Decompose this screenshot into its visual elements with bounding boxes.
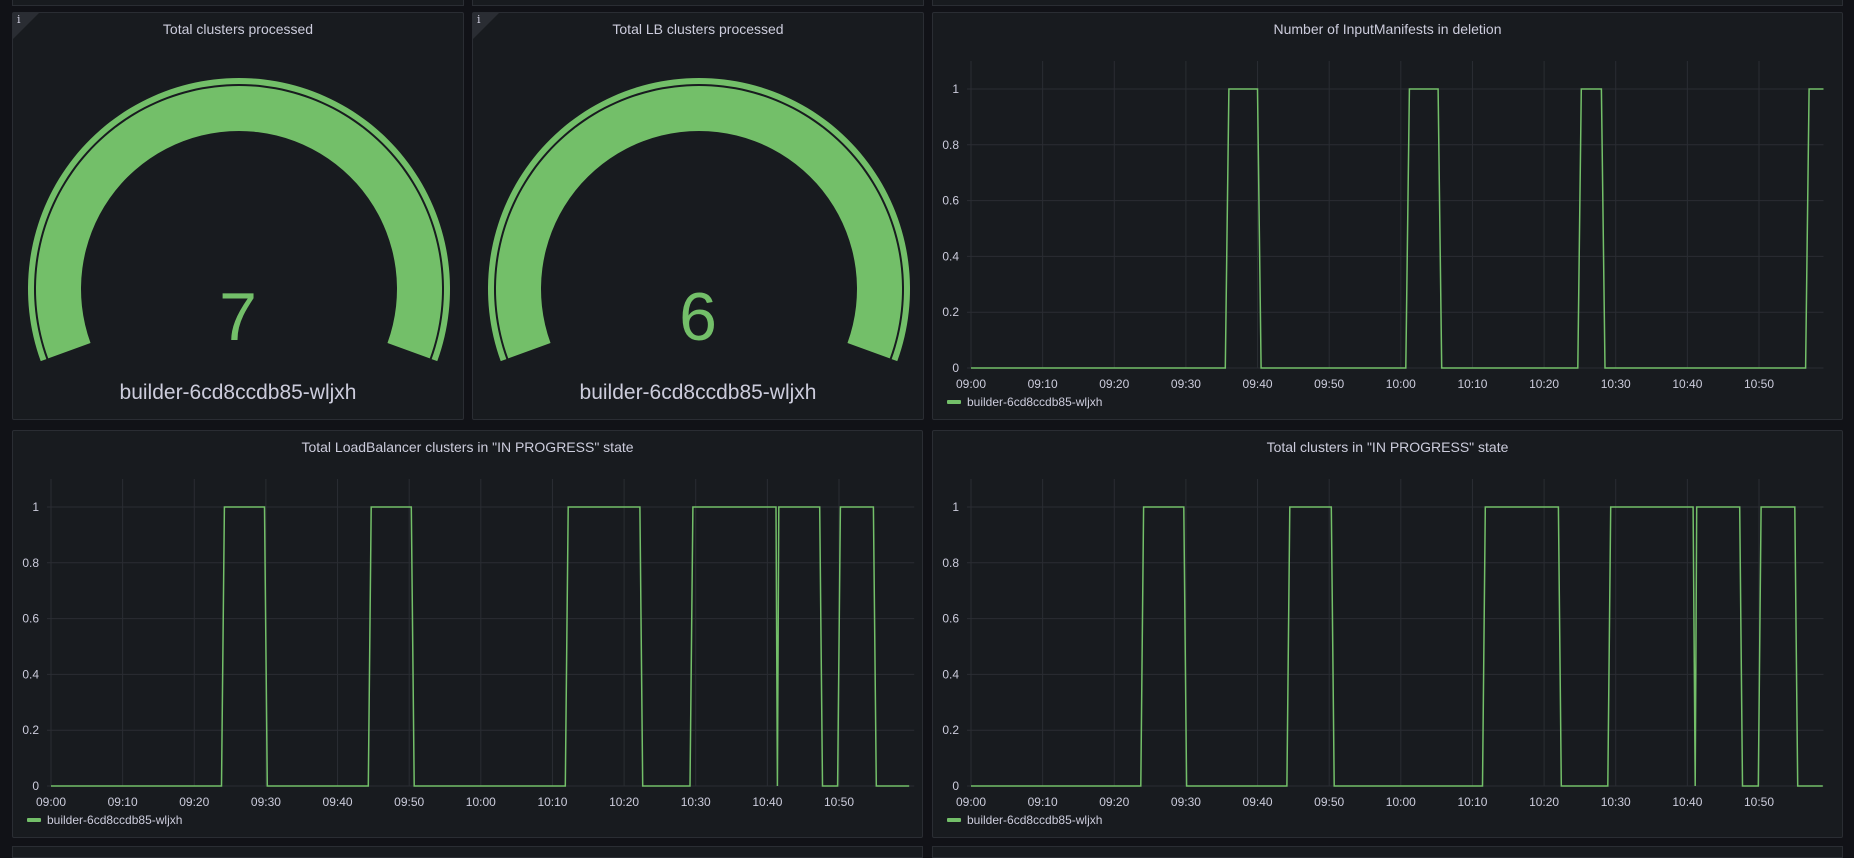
chart-panel-inputmanifests-deletion[interactable]: Number of InputManifests in deletion 0 0.… [932, 12, 1843, 420]
x-tick-label: 10:20 [609, 795, 639, 809]
y-tick-label: 0.4 [942, 667, 959, 681]
time-series-plot: 0 0.2 0.4 0.6 0.8 1 09:00 09:10 09:20 09:30 09:40 0… [22, 479, 915, 809]
x-tick-label: 09:10 [108, 795, 138, 809]
x-tick-label: 09:30 [1171, 377, 1201, 391]
x-tick-label: 10:10 [537, 795, 567, 809]
legend-item[interactable]: builder-6cd8ccdb85-wljxh [27, 813, 182, 827]
x-tick-label: 09:40 [1243, 795, 1273, 809]
x-tick-label: 09:10 [1028, 795, 1058, 809]
x-tick-label: 09:40 [1243, 377, 1273, 391]
x-tick-label: 10:40 [752, 795, 782, 809]
y-tick-label: 0.6 [942, 194, 959, 208]
panel-above-left [12, 0, 464, 6]
panel-title: Number of InputManifests in deletion [1273, 21, 1502, 37]
y-tick-label: 0.2 [942, 723, 959, 737]
chart-panel-lb-in-progress[interactable]: Total LoadBalancer clusters in "IN PROGR… [12, 430, 923, 838]
x-tick-label: 10:40 [1672, 377, 1702, 391]
y-tick-label: 0.4 [942, 249, 959, 263]
gauge-panel-total-lb-clusters[interactable]: i Total LB clusters processed 6 builder-… [472, 12, 924, 420]
panel-title: Total LB clusters processed [612, 21, 784, 37]
x-tick-label: 09:30 [251, 795, 281, 809]
x-tick-label: 09:00 [36, 795, 66, 809]
info-icon[interactable]: i [13, 13, 39, 39]
time-series-plot: 0 0.2 0.4 0.6 0.8 1 09:00 09:10 09:20 09:30 09:40 0… [942, 479, 1824, 809]
legend-item[interactable]: builder-6cd8ccdb85-wljxh [947, 395, 1102, 409]
gauge-arc [27, 77, 450, 362]
gauge-value-band [496, 85, 902, 359]
x-tick-label: 09:50 [394, 795, 424, 809]
x-tick-label: 09:10 [1028, 377, 1058, 391]
y-tick-label: 0.6 [942, 612, 959, 626]
panel-title: Total clusters processed [162, 21, 314, 37]
panel-title: Total LoadBalancer clusters in "IN PROGR… [301, 439, 634, 455]
info-icon[interactable]: i [473, 13, 499, 39]
x-tick-label: 10:50 [1744, 377, 1774, 391]
gauge-value-band [35, 85, 442, 359]
gauge-series-name: builder-6cd8ccdb85-wljxh [579, 381, 817, 404]
x-tick-label: 10:10 [1457, 795, 1487, 809]
legend-label: builder-6cd8ccdb85-wljxh [47, 813, 183, 827]
legend-swatch [27, 818, 41, 822]
x-tick-label: 09:20 [1099, 377, 1129, 391]
y-tick-label: 0.2 [942, 305, 959, 319]
series-line [51, 506, 910, 787]
panel-below-left [12, 846, 923, 858]
y-tick-label: 0 [32, 779, 39, 793]
panel-above-mid [472, 0, 924, 6]
y-tick-label: 0 [952, 361, 959, 375]
y-tick-label: 1 [952, 500, 959, 514]
x-tick-label: 10:00 [1386, 377, 1416, 391]
gauge-panel-total-clusters[interactable]: i Total clusters processed 7 builder-6cd… [12, 12, 464, 420]
x-tick-label: 09:00 [956, 795, 986, 809]
y-tick-label: 0.2 [22, 723, 39, 737]
gauge-value: 7 [219, 279, 257, 355]
x-tick-label: 10:30 [681, 795, 711, 809]
y-tick-label: 0.8 [942, 556, 959, 570]
panel-title: Total clusters in "IN PROGRESS" state [1266, 439, 1509, 455]
panel-above-right [932, 0, 1843, 6]
gauge-arc [488, 77, 910, 362]
series-line [971, 88, 1824, 369]
x-tick-label: 10:30 [1601, 795, 1631, 809]
series-line [971, 506, 1823, 787]
panel-below-right [932, 846, 1843, 858]
x-tick-label: 09:50 [1314, 795, 1344, 809]
legend-swatch [947, 400, 961, 404]
y-tick-label: 0 [952, 779, 959, 793]
legend-item[interactable]: builder-6cd8ccdb85-wljxh [947, 813, 1102, 827]
legend-label: builder-6cd8ccdb85-wljxh [967, 395, 1103, 409]
x-tick-label: 10:10 [1457, 377, 1487, 391]
x-tick-label: 10:20 [1529, 795, 1559, 809]
y-tick-label: 1 [952, 82, 959, 96]
x-tick-label: 10:00 [466, 795, 496, 809]
y-tick-label: 0.8 [942, 138, 959, 152]
gauge-series-name: builder-6cd8ccdb85-wljxh [119, 381, 357, 404]
y-tick-label: 1 [32, 500, 39, 514]
y-tick-label: 0.6 [22, 612, 39, 626]
x-tick-label: 09:20 [1099, 795, 1129, 809]
x-tick-label: 09:00 [956, 377, 986, 391]
x-tick-label: 09:30 [1171, 795, 1201, 809]
time-series-plot: 0 0.2 0.4 0.6 0.8 1 09:00 09:10 09:20 09:30 09:40 0… [942, 61, 1824, 391]
legend-label: builder-6cd8ccdb85-wljxh [967, 813, 1103, 827]
x-tick-label: 10:50 [824, 795, 854, 809]
x-tick-label: 09:40 [323, 795, 353, 809]
x-tick-label: 10:00 [1386, 795, 1416, 809]
y-tick-label: 0.4 [22, 667, 39, 681]
x-tick-label: 10:50 [1744, 795, 1774, 809]
legend-swatch [947, 818, 961, 822]
x-tick-label: 10:20 [1529, 377, 1559, 391]
x-tick-label: 09:20 [179, 795, 209, 809]
gauge-value: 6 [679, 279, 717, 355]
x-tick-label: 09:50 [1314, 377, 1344, 391]
x-tick-label: 10:30 [1601, 377, 1631, 391]
y-tick-label: 0.8 [22, 556, 39, 570]
x-tick-label: 10:40 [1672, 795, 1702, 809]
